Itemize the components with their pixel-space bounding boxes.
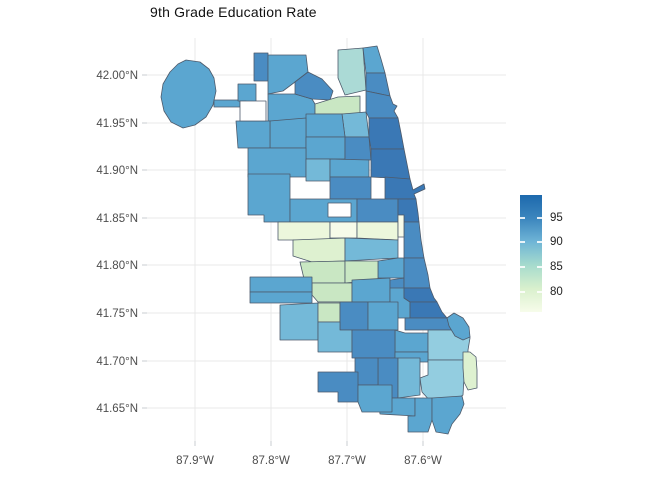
map-region [351,329,396,359]
y-axis-label: 41.70°N [96,356,138,368]
map-region [397,214,405,238]
map-region [329,158,370,178]
legend-tick-mark [537,241,542,243]
map-region [329,221,358,239]
map-region [356,198,399,223]
y-axis-label: 42.00°N [96,70,138,82]
legend-tick-label: 80 [550,286,563,298]
map-region [344,136,372,161]
x-axis-label: 87.8°W [252,455,290,467]
map-region [370,148,411,180]
axis-tick-layer [142,74,424,446]
chart-title: 9th Grade Education Rate [150,4,317,20]
map-region [341,111,370,138]
y-axis-label: 41.80°N [96,260,138,272]
map-region [327,202,352,218]
map-region [409,301,448,319]
map-region [292,237,346,263]
legend-tick-mark [520,266,525,268]
legend-tick-label: 95 [550,212,563,224]
map-region [249,291,313,304]
legend-gradient-bar [520,195,542,312]
x-axis-label: 87.6°W [404,455,442,467]
map-region [339,301,369,331]
map-region-layer [160,45,478,435]
x-axis-label: 87.7°W [328,455,366,467]
map-region [356,221,399,241]
map-region [377,257,405,279]
map-region [362,45,386,74]
map-region [294,71,334,101]
legend-tick-mark [537,291,542,293]
axis-label-layer: 87.9°W 87.8°W 87.7°W 87.6°W 42.00°N 41.95°N 41… [96,70,442,467]
map-region [213,99,241,108]
map-region [403,287,438,303]
map-region [404,317,454,331]
map-region [367,301,399,331]
map-region [462,351,478,391]
map-region [247,147,307,178]
map-region [317,371,359,403]
map-region [239,100,267,122]
map-region [279,302,319,341]
map-region [394,329,429,353]
map-region [160,59,217,129]
map-region [314,95,361,115]
map-region [365,90,399,119]
map-region [305,136,346,160]
x-axis-label: 87.9°W [176,455,214,467]
y-axis-label: 41.95°N [96,118,138,130]
map-region [403,257,431,289]
map-region [311,282,353,303]
map-region [431,395,465,435]
y-axis-label: 41.65°N [96,403,138,415]
legend-tick-mark [520,217,525,219]
map-region [277,221,331,241]
y-axis-label: 41.85°N [96,213,138,225]
map-region [351,277,391,303]
map-region [357,384,393,413]
map-region [446,312,471,341]
map-region [305,158,331,182]
y-axis-label: 41.75°N [96,308,138,320]
map-region [317,302,341,323]
map-region [235,120,271,149]
legend-tick-mark [537,266,542,268]
y-axis-label: 41.90°N [96,165,138,177]
map-region [397,357,421,399]
legend-tick-label: 85 [550,261,563,273]
map-region [354,357,379,386]
legend-tick-mark [537,217,542,219]
map-region [247,173,291,223]
map-region [344,237,399,262]
map-region [269,117,307,149]
map-region [305,113,346,138]
legend-tick-mark [520,241,525,243]
map-region [368,117,405,150]
legend-tick-mark [520,291,525,293]
map-region [249,276,313,293]
map-region [337,47,367,96]
map-region [253,52,269,82]
legend-tick-label: 90 [550,236,563,248]
map-region [384,176,426,200]
map-region [329,176,372,200]
map-region [403,221,425,259]
